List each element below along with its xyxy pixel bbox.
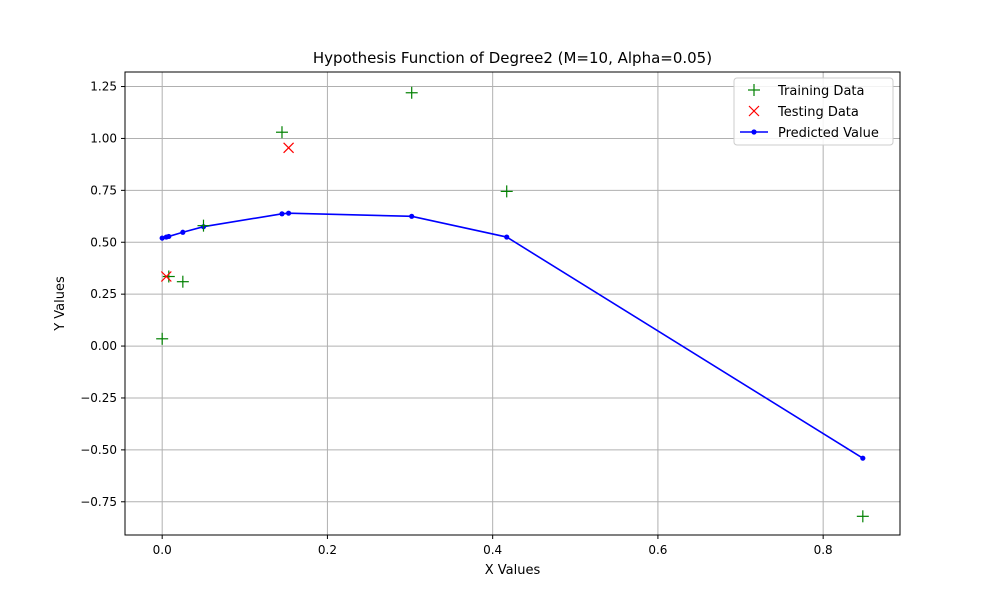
grid-lines	[125, 72, 900, 535]
predicted-value-point	[504, 234, 510, 240]
legend-box	[733, 77, 894, 146]
y-tick-label: 0.25	[90, 287, 117, 301]
chart-title: Hypothesis Function of Degree2 (M=10, Al…	[313, 49, 712, 67]
legend-item: Testing Data	[748, 105, 859, 120]
legend-label: Predicted Value	[778, 126, 879, 141]
legend-dot-swatch	[751, 129, 757, 135]
training-data-point	[856, 510, 869, 523]
predicted-value-point	[159, 235, 165, 241]
series-testing-data	[160, 142, 295, 282]
training-data-point	[275, 126, 288, 139]
x-tick-label: 0.8	[814, 543, 833, 557]
x-axis-label: X Values	[485, 563, 541, 578]
x-tick-label: 0.0	[153, 543, 172, 557]
predicted-value-point	[409, 213, 415, 219]
predicted-value-point	[285, 210, 292, 216]
x-tick-label: 0.6	[648, 543, 667, 557]
y-tick-label: 1.25	[90, 80, 117, 94]
x-stroke-b	[748, 105, 760, 117]
predicted-value-point	[860, 455, 866, 461]
y-tick-label: 0.75	[90, 183, 117, 197]
training-data-point	[500, 185, 513, 198]
training-data-point	[162, 270, 175, 283]
y-tick-label: −0.25	[80, 391, 117, 405]
x-stroke-b	[160, 271, 172, 282]
x-tick-label: 0.2	[318, 543, 337, 557]
testing-data-point	[160, 271, 172, 282]
training-data-point	[156, 332, 169, 345]
x-tick-label: 0.4	[483, 543, 502, 557]
y-tick-label: 0.50	[90, 235, 117, 249]
series-training-data	[156, 86, 869, 523]
y-tick-label: −0.50	[80, 443, 117, 457]
axis-ticks: 0.0 0.2 0.4 0.6 0.8 −0.75 −0.50 −0.25 0.00 0.25 0.…	[80, 80, 832, 557]
y-tick-label: 1.00	[90, 131, 117, 145]
plot-series	[156, 86, 869, 523]
predicted-value-point	[166, 233, 172, 240]
legend-x-swatch	[748, 105, 760, 117]
testing-data-point	[283, 142, 295, 154]
y-axis-label: Y Values	[53, 276, 68, 332]
legend-item: Predicted Value	[740, 126, 879, 141]
legend-label: Training Data	[777, 84, 864, 99]
y-tick-label: −0.75	[80, 495, 117, 509]
legend-label: Testing Data	[777, 105, 859, 120]
plot-frame	[124, 71, 901, 536]
training-data-point	[405, 86, 418, 99]
x-stroke-b	[283, 142, 295, 154]
legend-item: Training Data	[748, 84, 864, 99]
training-data-point	[176, 275, 189, 288]
predicted-value-point	[279, 211, 285, 217]
training-data-point	[197, 219, 210, 232]
legend-plus-swatch	[748, 84, 760, 96]
series-predicted-value	[159, 210, 866, 461]
legend: Training Data Testing Data Predicted Value	[733, 77, 894, 146]
y-tick-label: 0.00	[90, 339, 117, 353]
predicted-value-point	[180, 229, 186, 235]
